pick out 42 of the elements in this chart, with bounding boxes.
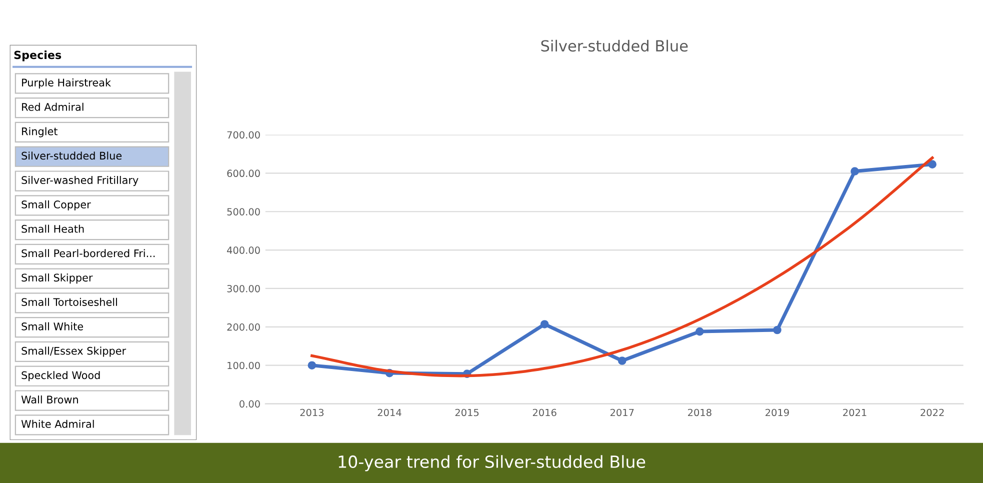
point	[618, 356, 626, 365]
category-label: White Admiral	[21, 420, 94, 428]
category-label: Purple Hairstreak	[22, 78, 111, 88]
y-tick-label: 400.00	[227, 246, 260, 254]
x-tick-label: 2013	[300, 408, 324, 416]
category-label: Small White	[22, 322, 84, 330]
y-tick-label: 500.00	[227, 208, 260, 216]
text: Species	[14, 50, 62, 62]
category-label: Speckled Wood	[22, 371, 100, 382]
y-tick-label: 200.00	[227, 323, 260, 331]
x-tick-label: 2021	[843, 408, 866, 416]
x-tick-label: 2016	[532, 408, 556, 416]
category-label: Silver-studded Blue	[22, 152, 122, 160]
category-label: Wall Brown	[21, 395, 78, 404]
point	[773, 326, 782, 334]
category-label: Small/Essex Skipper	[22, 346, 126, 357]
y-tick-label: 700.00	[227, 131, 260, 139]
point	[696, 327, 704, 336]
category-label: Red Admiral	[22, 102, 84, 111]
x-tick-label: 2014	[378, 408, 402, 416]
x-tick-label: 2017	[610, 408, 634, 416]
x-tick-label: 2015	[455, 408, 479, 416]
category-label: Small Pearl-bordered Fri...	[22, 249, 155, 258]
y-tick-label: 600.00	[227, 170, 260, 178]
point	[850, 167, 859, 176]
x-tick-label: 2018	[688, 408, 712, 416]
x-tick-label: 2019	[766, 408, 789, 416]
category-label: Small Tortoiseshell	[22, 298, 117, 306]
y-tick-label: 300.00	[227, 284, 260, 292]
y-tick-label: 100.00	[228, 362, 260, 370]
text: 10-year trend for Silver-studded Blue	[338, 455, 646, 472]
x-tick-label: 2022	[920, 408, 944, 416]
category-label: Silver-washed Fritillary	[22, 176, 138, 186]
point	[540, 320, 549, 328]
point	[308, 361, 316, 370]
category-label: Small Skipper	[22, 274, 93, 284]
category-label: Small Heath	[22, 224, 84, 233]
y-tick-label: 0.00	[240, 400, 260, 408]
point	[928, 160, 936, 169]
category-label: Ringlet	[22, 127, 58, 138]
chart-title: Silver-studded Blue	[541, 40, 688, 52]
category-label: Small Copper	[22, 200, 91, 210]
